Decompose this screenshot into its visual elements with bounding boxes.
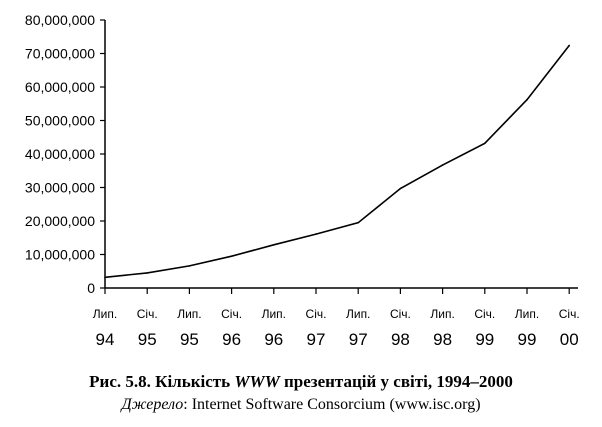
x-tick-month-label: Січ. (390, 307, 411, 321)
x-tick-month-label: Січ. (221, 307, 242, 321)
x-tick-year-label: 97 (349, 330, 368, 349)
x-tick-month-label: Лип. (177, 307, 201, 321)
x-tick-month-label: Січ. (474, 307, 495, 321)
source-text: : Internet Software Consorcium (www.isc.… (183, 396, 481, 413)
x-tick-year-label: 96 (264, 330, 283, 349)
y-tick-label: 0 (87, 280, 95, 296)
data-point (357, 221, 360, 224)
x-tick-month-label: Лип. (262, 307, 286, 321)
figure-source: Джерело: Internet Software Consorcium (w… (0, 396, 602, 414)
data-point (315, 233, 317, 235)
caption-prefix: Рис. 5.8. Кількість (89, 372, 235, 391)
y-tick-label: 40,000,000 (25, 146, 95, 162)
y-tick-label: 20,000,000 (25, 213, 95, 229)
y-tick-label: 30,000,000 (25, 180, 95, 196)
y-tick-label: 70,000,000 (25, 46, 95, 62)
x-tick-month-label: Лип. (430, 307, 454, 321)
data-point (104, 276, 106, 279)
data-point (188, 265, 191, 267)
data-point (399, 187, 402, 190)
x-tick-year-label: 94 (96, 330, 115, 349)
x-tick-month-label: Лип. (346, 307, 370, 321)
line-chart: 0 10,000,000 20,000,000 30,000,000 40,000,00… (25, 12, 580, 349)
series-line (104, 45, 570, 279)
data-point (526, 98, 528, 101)
source-label: Джерело (121, 396, 184, 413)
caption-suffix: презентацій у світі, 1994–2000 (279, 372, 513, 391)
data-point (146, 272, 148, 274)
y-tick-label: 60,000,000 (25, 79, 95, 95)
x-tick-year-label: 00 (560, 330, 579, 349)
x-tick-month-label: Лип. (515, 307, 539, 321)
y-tick-label: 50,000,000 (25, 113, 95, 129)
x-tick-year-label: 98 (433, 330, 452, 349)
y-tick-label: 10,000,000 (25, 247, 95, 263)
y-tick-label: 80,000,000 (25, 12, 95, 28)
data-point (441, 164, 444, 166)
data-point (230, 255, 233, 257)
figure-caption: Рис. 5.8. Кількість WWW презентацій у св… (0, 372, 602, 392)
data-points (104, 44, 570, 279)
x-tick-year-label: 95 (180, 330, 199, 349)
x-tick-year-label: 96 (222, 330, 241, 349)
x-tick-year-label: 97 (307, 330, 326, 349)
data-point (273, 243, 275, 246)
x-tick-year-label: 98 (391, 330, 410, 349)
x-tick-month-label: Січ. (306, 307, 327, 321)
data-point (484, 142, 486, 145)
y-ticks: 0 10,000,000 20,000,000 30,000,000 40,000,00… (25, 12, 105, 296)
x-tick-month-label: Лип. (93, 307, 117, 321)
x-tick-month-label: Січ. (137, 307, 158, 321)
x-tick-year-label: 99 (518, 330, 537, 349)
data-point (568, 44, 570, 47)
caption-emphasis: WWW (234, 372, 280, 391)
x-tick-month-label: Січ. (559, 307, 580, 321)
x-tick-year-label: 99 (475, 330, 494, 349)
x-ticks: Лип. 94 Січ. 95 Лип. 95 Січ. 96 Лип. 96 Січ. 97 Лип.… (93, 288, 580, 349)
x-tick-year-label: 95 (138, 330, 157, 349)
